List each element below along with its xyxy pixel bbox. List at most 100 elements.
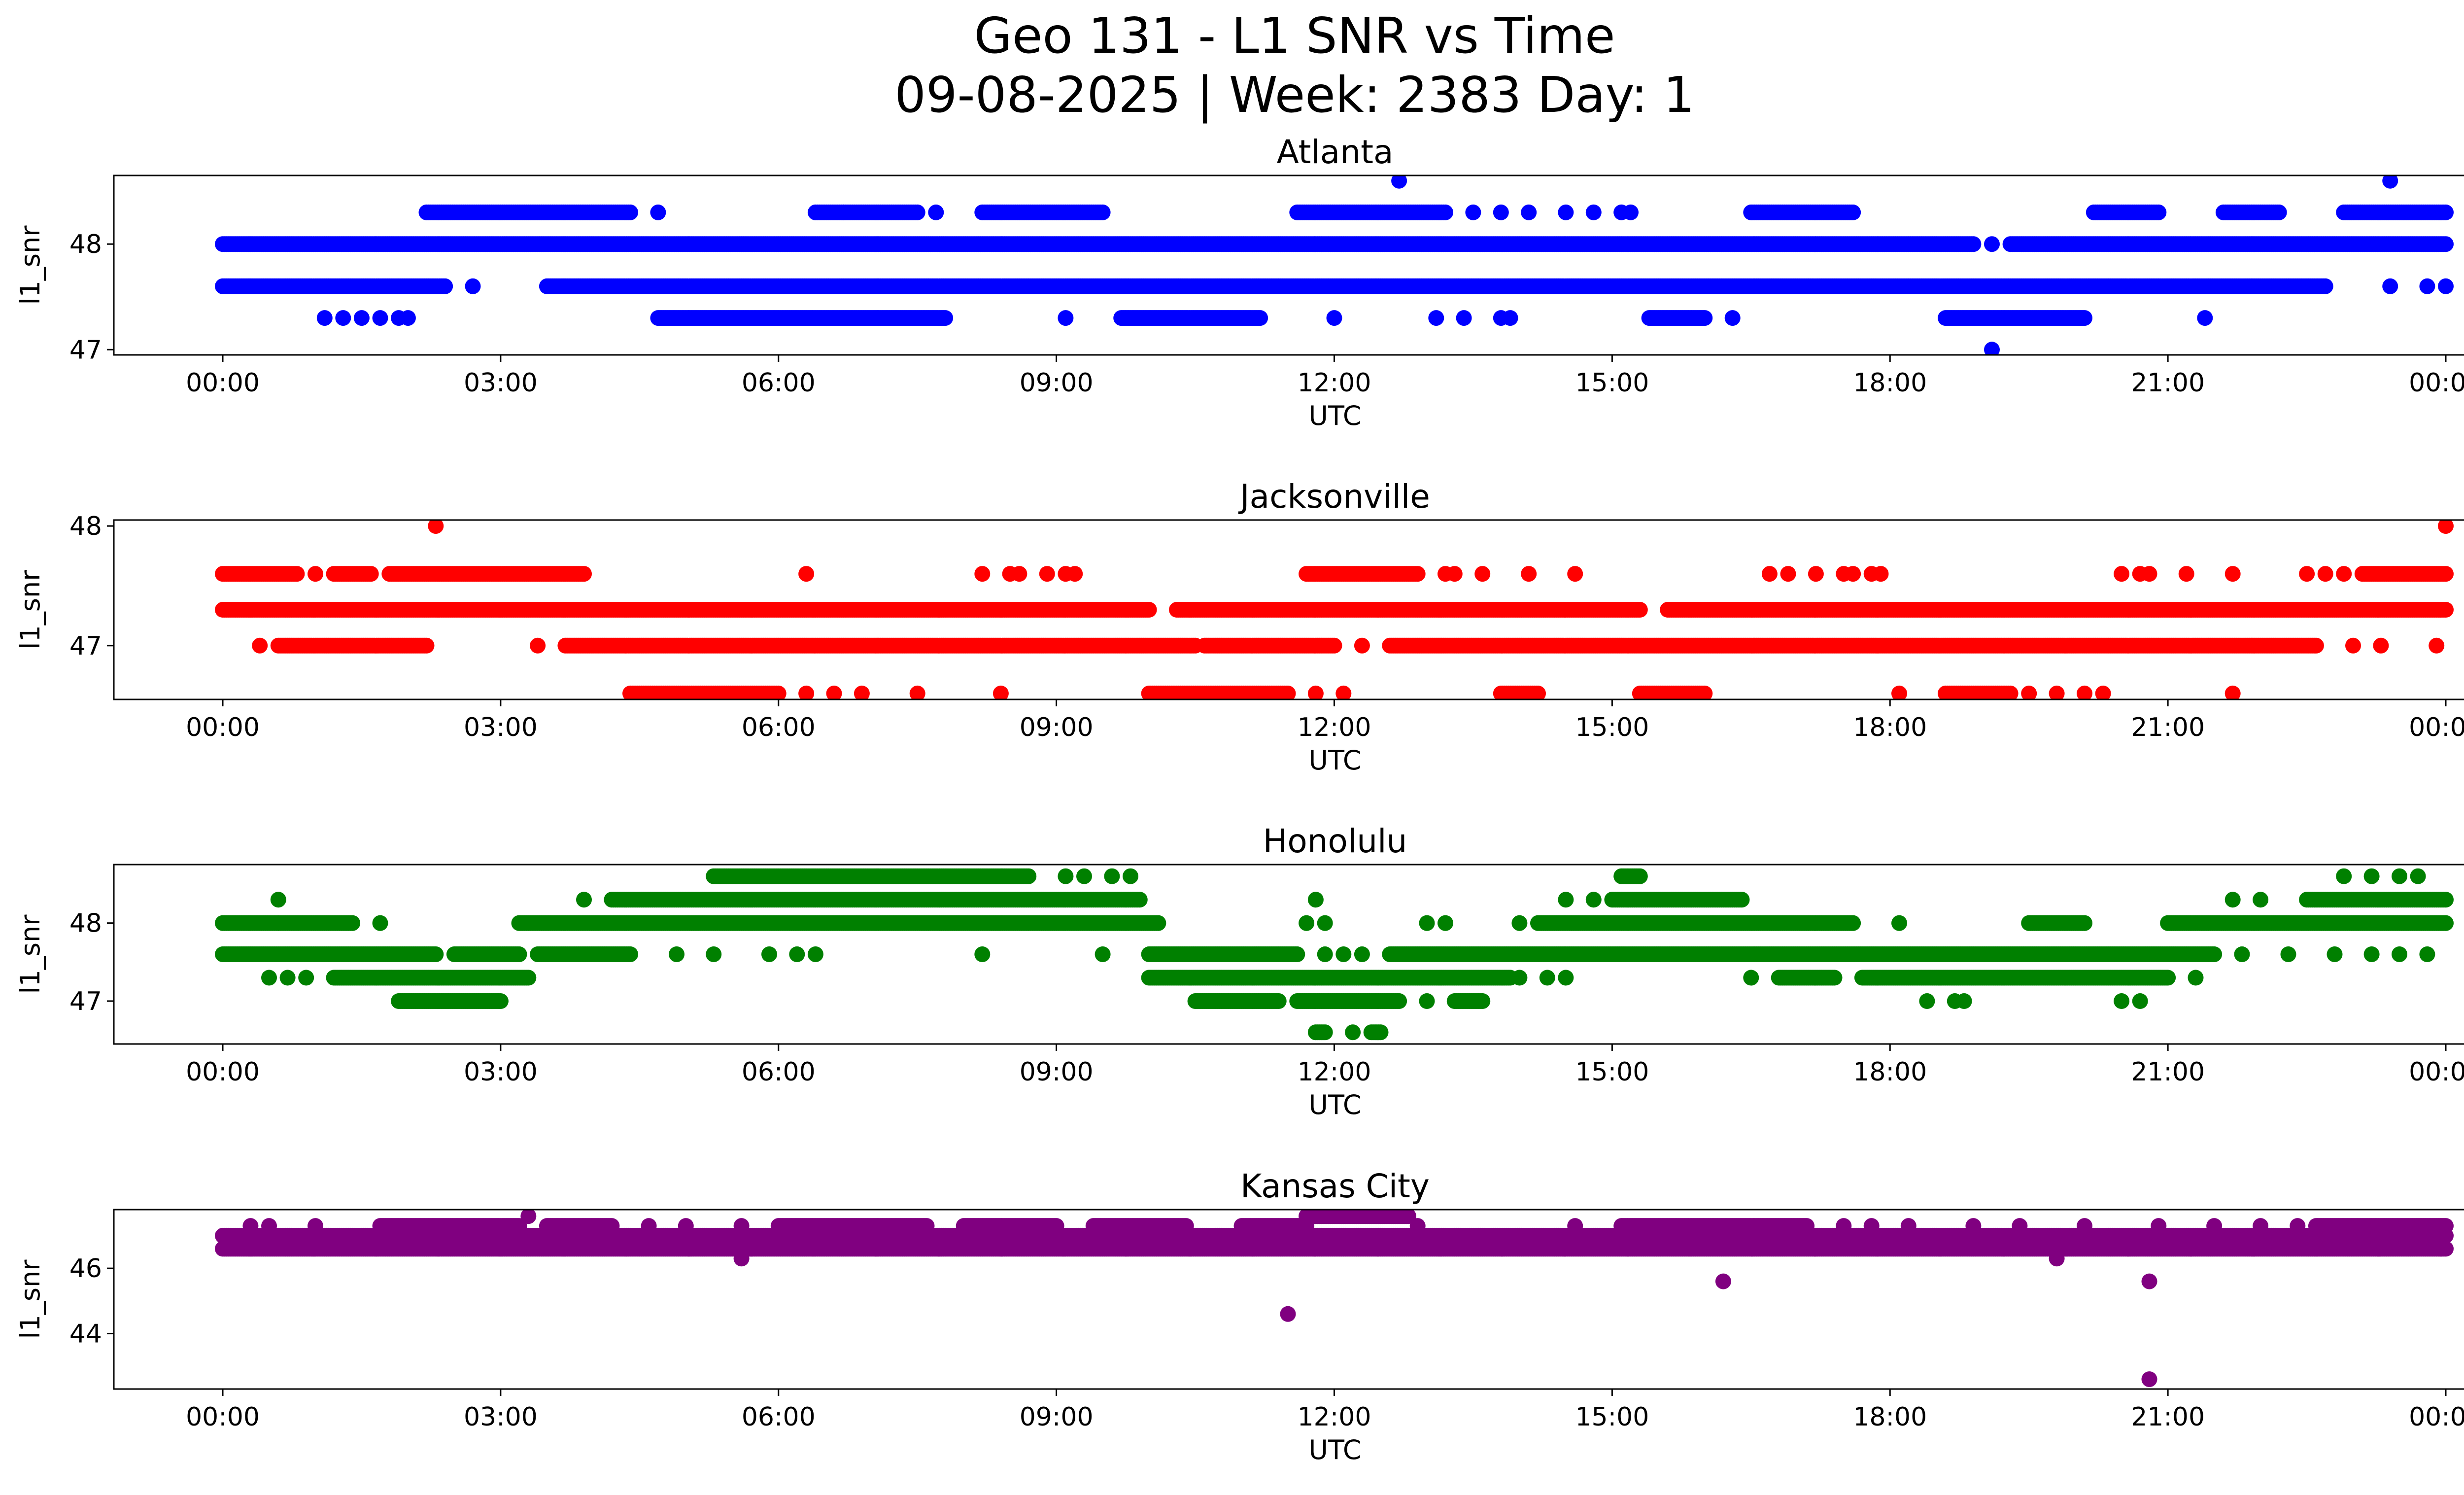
x-tick-label: 00:00: [2409, 368, 2464, 398]
data-point: [1845, 204, 1861, 220]
data-point: [928, 204, 944, 220]
data-point: [1521, 566, 1537, 582]
data-point: [1409, 566, 1426, 582]
data-point: [335, 310, 351, 326]
data-point: [1391, 175, 1407, 189]
x-tick-label: 15:00: [1575, 368, 1649, 398]
x-tick-label: 06:00: [742, 368, 816, 398]
data-point: [2317, 566, 2333, 582]
data-point: [1965, 236, 1982, 252]
data-point: [937, 310, 954, 326]
data-point: [1474, 566, 1491, 582]
y-tick-label: 47: [69, 335, 102, 365]
data-point: [2382, 175, 2398, 189]
data-point: [1845, 566, 1861, 582]
data-point: [1428, 310, 1444, 326]
data-point: [465, 278, 481, 294]
data-point: [2438, 278, 2454, 294]
data-point: [353, 310, 370, 326]
data-point: [1039, 566, 1055, 582]
data-point: [2077, 310, 2092, 326]
x-tick-label: 03:00: [464, 368, 538, 398]
data-point: [2224, 566, 2241, 582]
data-point: [1984, 236, 2000, 252]
data-point: [1558, 204, 1574, 220]
data-point: [1011, 566, 1027, 582]
data-point: [372, 310, 388, 326]
data-point: [2151, 204, 2167, 220]
data-point: [974, 566, 991, 582]
y-tick-label: 48: [69, 230, 102, 259]
subplot-atlanta: Atlanta 00:00 03:00 06:00 09:00 12:00 15:00 18:…: [15, 133, 2464, 431]
data-point: [1252, 310, 1268, 326]
data-point: [2419, 278, 2435, 294]
data-point: [835, 204, 852, 220]
subplot-title: Atlanta: [1277, 133, 1394, 171]
data-point: [308, 566, 323, 582]
data-point: [1456, 310, 1472, 326]
subplots: Atlanta 00:00 03:00 06:00 09:00 12:00 15:00 18:…: [15, 133, 2464, 1465]
data-point: [2438, 566, 2454, 582]
data-point: [1808, 566, 1824, 582]
data-point: [1141, 602, 1157, 618]
scatter-points: [215, 175, 2454, 355]
axes-frame: [113, 174, 2464, 356]
data-point: [418, 637, 435, 654]
x-tick-label: 00:00: [186, 368, 260, 398]
data-point: [1493, 204, 1509, 220]
data-point: [1521, 204, 1537, 220]
data-point: [363, 566, 379, 582]
data-point: [400, 310, 416, 326]
data-point: [2197, 310, 2213, 326]
data-point: [1632, 602, 1648, 618]
data-point: [650, 204, 666, 220]
data-point: [316, 310, 333, 326]
x-tick-label: 18:00: [1853, 368, 1927, 398]
x-tick-label: 21:00: [2131, 368, 2205, 398]
data-point: [1326, 310, 1342, 326]
data-point: [2141, 566, 2157, 582]
data-point: [909, 204, 925, 220]
data-point: [2438, 236, 2454, 252]
data-point: [2178, 566, 2194, 582]
scatter-points: [215, 520, 2454, 699]
data-point: [2299, 566, 2315, 582]
x-axis-label: UTC: [1308, 400, 1361, 431]
data-point: [2271, 204, 2287, 220]
data-point: [1984, 342, 2000, 355]
data-point: [1437, 204, 1453, 220]
data-point: [1585, 204, 1602, 220]
data-point: [2336, 566, 2352, 582]
data-point: [2382, 278, 2398, 294]
data-point: [2438, 204, 2454, 220]
data-point: [1623, 204, 1639, 220]
figure-title-line1: Geo 131 - L1 SNR vs Time: [974, 7, 1615, 65]
data-point: [1067, 566, 1083, 582]
data-point: [437, 278, 453, 294]
data-point: [622, 204, 638, 220]
data-point: [2114, 566, 2130, 582]
data-point: [1446, 566, 1463, 582]
figure-title-line2: 09-08-2025 | Week: 2383 Day: 1: [894, 66, 1694, 124]
x-tick-label: 12:00: [1298, 368, 1371, 398]
data-point: [1567, 566, 1583, 582]
data-point: [1780, 566, 1796, 582]
data-point: [1502, 310, 1518, 326]
data-point: [576, 566, 592, 582]
data-point: [1058, 310, 1074, 326]
data-point: [289, 566, 305, 582]
subplot-title: Jacksonville: [1238, 478, 1430, 516]
data-point: [1697, 310, 1713, 326]
data-point: [2317, 278, 2333, 294]
y-axis-label: l1_snr: [15, 225, 46, 305]
x-tick-label: 09:00: [1020, 368, 1094, 398]
data-point: [1724, 310, 1741, 326]
data-point: [1095, 204, 1111, 220]
data-point: [1873, 566, 1889, 582]
data-point: [798, 566, 815, 582]
data-point: [1761, 566, 1778, 582]
data-point: [2438, 602, 2454, 618]
data-point: [1465, 204, 1481, 220]
